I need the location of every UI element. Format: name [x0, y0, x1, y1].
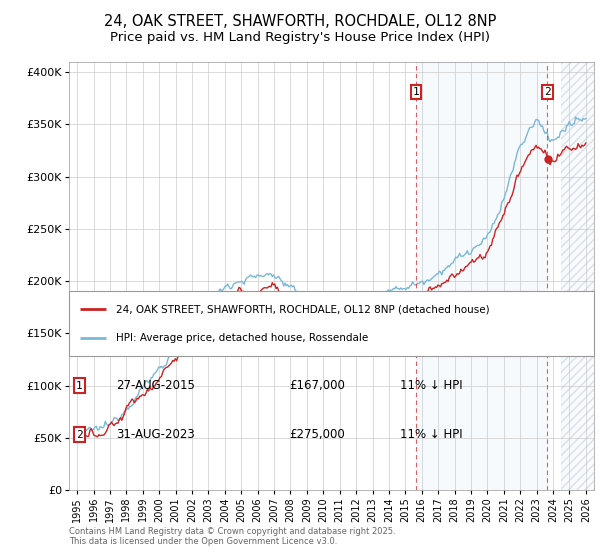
Text: 11% ↓ HPI: 11% ↓ HPI	[400, 379, 463, 392]
Text: 1: 1	[76, 381, 83, 391]
Bar	[561, 62, 600, 490]
Text: Contains HM Land Registry data © Crown copyright and database right 2025.
This d: Contains HM Land Registry data © Crown c…	[69, 526, 395, 546]
Bar	[416, 62, 547, 490]
Text: 11% ↓ HPI: 11% ↓ HPI	[400, 428, 463, 441]
Text: 31-AUG-2023: 31-AUG-2023	[116, 428, 195, 441]
Text: 1: 1	[413, 87, 419, 96]
Text: 27-AUG-2015: 27-AUG-2015	[116, 379, 195, 392]
Text: £167,000: £167,000	[290, 379, 346, 392]
Text: HPI: Average price, detached house, Rossendale: HPI: Average price, detached house, Ross…	[116, 333, 368, 343]
Text: 24, OAK STREET, SHAWFORTH, ROCHDALE, OL12 8NP: 24, OAK STREET, SHAWFORTH, ROCHDALE, OL1…	[104, 14, 496, 29]
Text: 24, OAK STREET, SHAWFORTH, ROCHDALE, OL12 8NP (detached house): 24, OAK STREET, SHAWFORTH, ROCHDALE, OL1…	[116, 304, 490, 314]
FancyBboxPatch shape	[69, 291, 594, 356]
Text: £275,000: £275,000	[290, 428, 345, 441]
Text: 2: 2	[544, 87, 551, 96]
Bar	[561, 62, 600, 490]
Text: 2: 2	[76, 430, 83, 440]
Text: Price paid vs. HM Land Registry's House Price Index (HPI): Price paid vs. HM Land Registry's House …	[110, 31, 490, 44]
